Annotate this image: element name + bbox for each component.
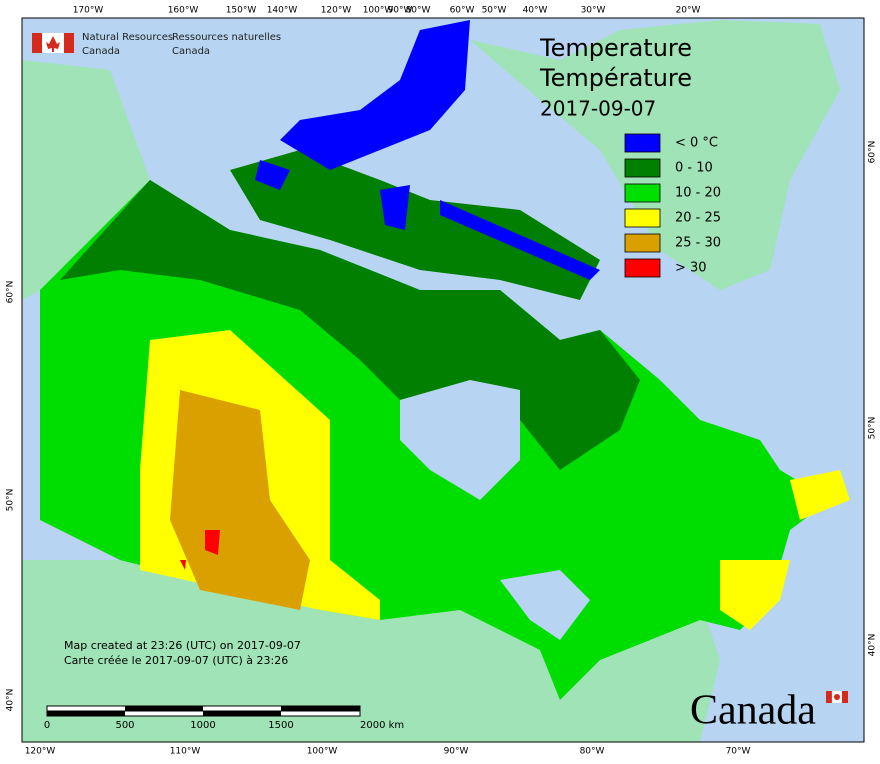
wordmark: Canada bbox=[690, 688, 816, 734]
graticule-label: 170°W bbox=[73, 6, 104, 16]
frame-border bbox=[21, 17, 865, 743]
graticule-label: 20°W bbox=[676, 6, 701, 16]
graticule-label: 50°W bbox=[482, 6, 507, 16]
graticule-label: 40°N bbox=[6, 689, 16, 712]
hudson-bay bbox=[400, 380, 520, 500]
very-hot-spots bbox=[180, 530, 220, 570]
graticule-label: 50°N bbox=[6, 489, 16, 512]
credit-line: Map created at 23:26 (UTC) on 2017-09-07 bbox=[64, 639, 301, 652]
scale-label: 2000 km bbox=[360, 720, 404, 731]
scale-label: 1000 bbox=[190, 720, 215, 731]
graticule-label: 90°W bbox=[388, 6, 413, 16]
org-name: Canada bbox=[172, 46, 210, 57]
arctic-islands-green bbox=[230, 150, 600, 300]
org-name: Canada bbox=[82, 46, 120, 57]
graticule-label: 60°W bbox=[450, 6, 475, 16]
org-name: Ressources naturelles bbox=[172, 32, 281, 43]
graticule-label: 50°N bbox=[868, 417, 878, 440]
graticule-label: 120°W bbox=[321, 6, 352, 16]
org-name: Natural Resources bbox=[82, 32, 173, 43]
graticule-label: 100°W bbox=[363, 6, 394, 16]
graticule-label: 60°N bbox=[6, 281, 16, 304]
greenland bbox=[470, 20, 840, 290]
graticule-label: 80°W bbox=[580, 747, 605, 757]
legend-label: > 30 bbox=[675, 261, 707, 276]
legend-label: 0 - 10 bbox=[675, 161, 713, 176]
scale-label: 500 bbox=[115, 720, 134, 731]
scale-bar bbox=[46, 705, 361, 717]
legend-swatch bbox=[624, 208, 661, 228]
alaska bbox=[22, 60, 150, 300]
legend-swatch bbox=[624, 133, 661, 153]
legend-label: 20 - 25 bbox=[675, 211, 721, 226]
maritimes-warm bbox=[720, 470, 850, 630]
graticule-label: 30°W bbox=[581, 6, 606, 16]
arctic-cold bbox=[280, 20, 470, 170]
legend-label: 25 - 30 bbox=[675, 236, 721, 251]
legend-swatch bbox=[624, 233, 661, 253]
logo-flag bbox=[32, 33, 74, 53]
graticule-label: 40°N bbox=[868, 634, 878, 657]
map-frame bbox=[21, 17, 865, 743]
title-line: Température bbox=[539, 64, 692, 92]
graticule-label: 140°W bbox=[267, 6, 298, 16]
graticule-label: 160°W bbox=[168, 6, 199, 16]
graticule-label: 60°N bbox=[868, 141, 878, 164]
scale-label: 0 bbox=[44, 720, 50, 731]
legend-swatch bbox=[624, 258, 661, 278]
legend-swatch bbox=[624, 158, 661, 178]
scale-label: 1500 bbox=[268, 720, 293, 731]
legend-swatch bbox=[624, 183, 661, 203]
credit-line: Carte créée le 2017-09-07 (UTC) à 23:26 bbox=[64, 654, 288, 667]
graticule-label: 80°W bbox=[406, 6, 431, 16]
graticule-label: 70°W bbox=[726, 747, 751, 757]
title-line: 2017-09-07 bbox=[540, 97, 656, 121]
hot-zone bbox=[170, 390, 310, 610]
title-line: Temperature bbox=[539, 34, 692, 62]
graticule-label: 100°W bbox=[307, 747, 338, 757]
legend-label: < 0 °C bbox=[675, 136, 718, 151]
arctic-cold-patches bbox=[255, 160, 600, 280]
legend-label: 10 - 20 bbox=[675, 186, 721, 201]
wordmark-flag bbox=[826, 690, 848, 704]
graticule-label: 40°W bbox=[523, 6, 548, 16]
graticule-label: 110°W bbox=[170, 747, 201, 757]
graticule-label: 150°W bbox=[226, 6, 257, 16]
great-lakes bbox=[500, 570, 590, 640]
graticule-label: 120°W bbox=[25, 747, 56, 757]
graticule-label: 90°W bbox=[444, 747, 469, 757]
